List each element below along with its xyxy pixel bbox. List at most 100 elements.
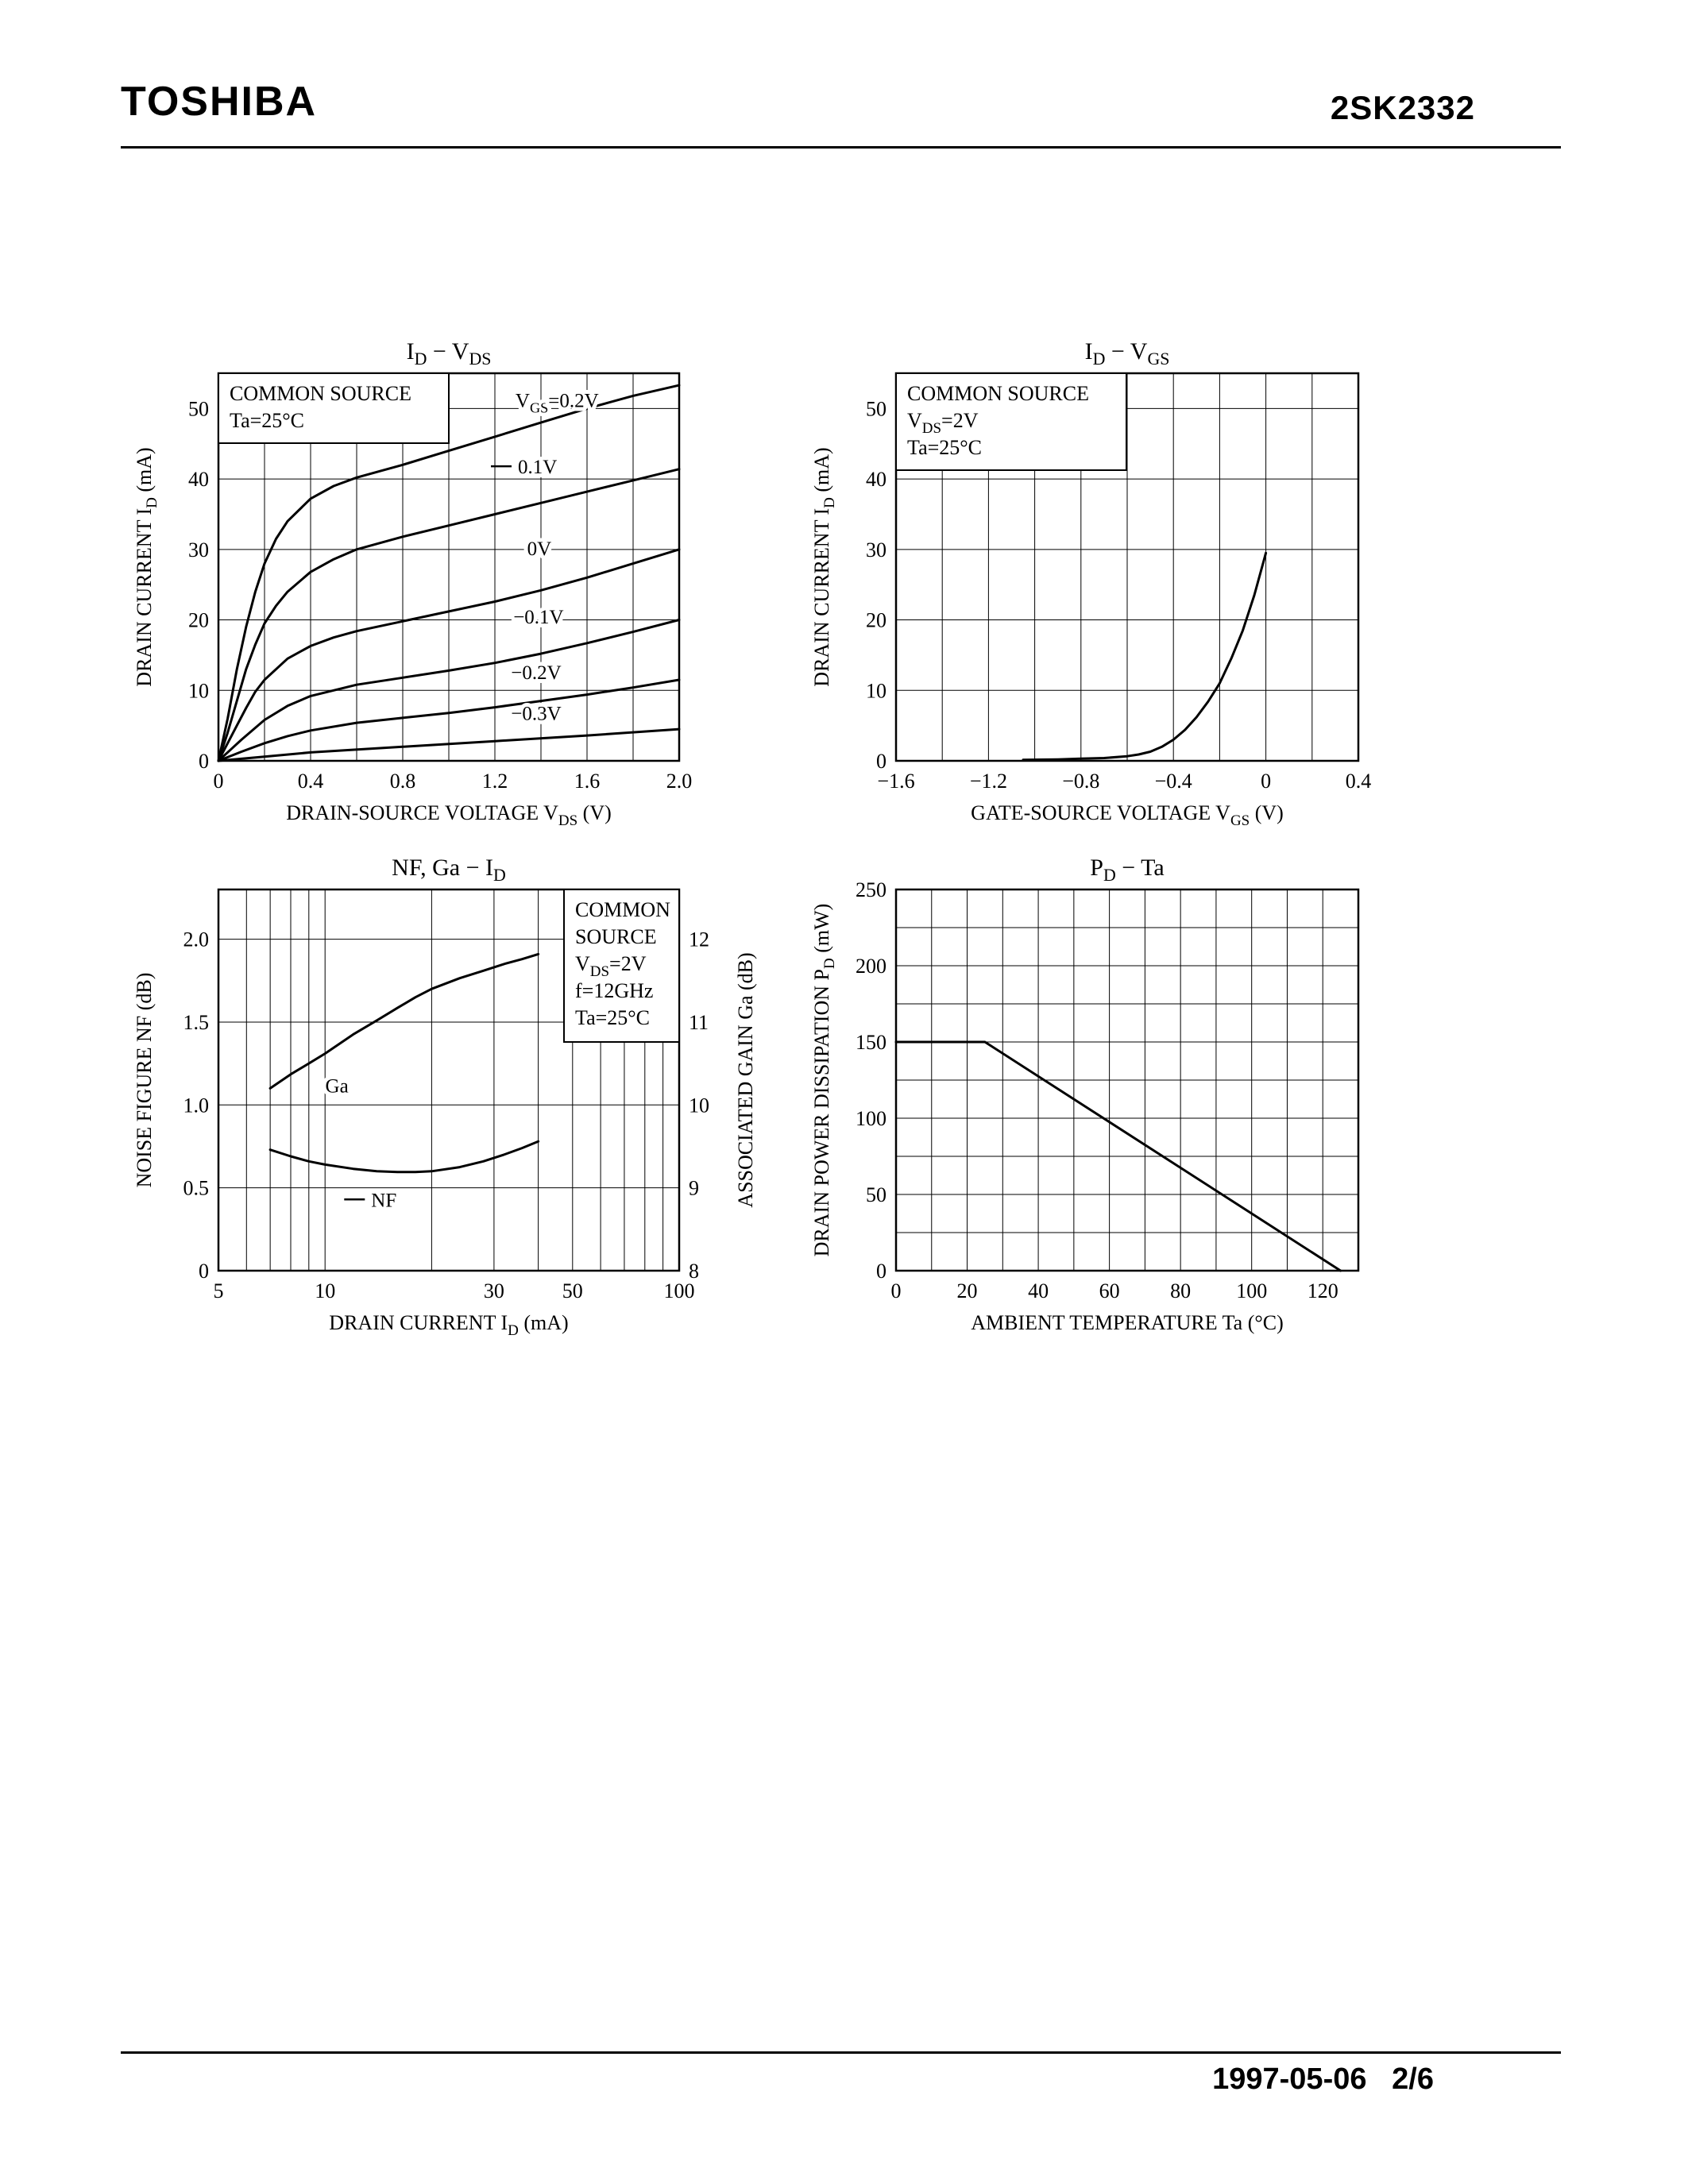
y-axis-title: DRAIN CURRENT ID (mA) (810, 447, 838, 686)
y-tick-label: 0 (199, 1260, 209, 1283)
y-tick-label: 30 (188, 538, 209, 561)
x-tick-label: 50 (562, 1279, 583, 1302)
conditions-line: VDS=2V (907, 409, 979, 437)
y2-tick-label: 11 (689, 1011, 709, 1034)
conditions-box: COMMON SOURCE VDS=2Vf=12GHz Ta=25°C (563, 889, 680, 1043)
series-vgs-0.1v (217, 619, 681, 762)
y-tick-label: 50 (188, 397, 209, 420)
tick-labels: 0 20 40 60 80 100 120 0 50 100 150 200 250 (856, 878, 1338, 1302)
x-tick-label: −1.6 (877, 770, 914, 793)
x-tick-label: 0 (891, 1279, 902, 1302)
y2-tick-label: 12 (689, 928, 709, 951)
tick-labels: 0 0.4 0.8 1.2 1.6 2.0 0 10 20 30 40 50 (188, 397, 692, 793)
x-axis-title: DRAIN-SOURCE VOLTAGE VDS (V) (286, 801, 612, 829)
y2-tick-label: 9 (689, 1177, 699, 1200)
x-axis-title: DRAIN CURRENT ID (mA) (329, 1311, 568, 1339)
chart-id-vgs: −1.6 −1.2 −0.8 −0.4 0 0.4 0 10 20 30 40 50 ID − VGS G… (810, 338, 1371, 829)
x-tick-label: 0.8 (390, 770, 416, 793)
y-tick-label: 50 (866, 397, 886, 420)
y-tick-label: 50 (866, 1183, 886, 1206)
series-vgs-0.2v (217, 678, 681, 762)
y-tick-label: 200 (856, 955, 886, 978)
tick-labels: −1.6 −1.2 −0.8 −0.4 0 0.4 0 10 20 30 40 50 (866, 397, 1371, 793)
curve-label: VGS=0.2V (516, 391, 599, 416)
x-tick-label: 0.4 (1346, 770, 1372, 793)
conditions-line: Ta=25°C (575, 1006, 650, 1029)
curve-label: −0.2V (511, 662, 561, 684)
series-vgs-0v (217, 548, 681, 762)
y-tick-label: 0 (199, 750, 209, 773)
x-tick-label: 80 (1170, 1279, 1191, 1302)
y-tick-label: 2.0 (183, 928, 210, 951)
y-tick-label: 10 (866, 679, 886, 702)
y-tick-label: 20 (188, 609, 209, 632)
x-tick-label: 30 (484, 1279, 504, 1302)
series-nf (268, 1140, 540, 1174)
chart-title: NF, Ga − ID (392, 855, 506, 885)
curve-label: 0V (527, 538, 552, 560)
x-tick-label: 1.6 (574, 770, 601, 793)
y-tick-label: 150 (856, 1031, 886, 1054)
footer-rule (121, 2051, 1561, 2054)
x-tick-label: 40 (1028, 1279, 1049, 1302)
chart-title: PD − Ta (1090, 855, 1164, 885)
header-rule (121, 146, 1561, 149)
x-tick-label: −1.2 (970, 770, 1007, 793)
x-axis-title: AMBIENT TEMPERATURE Ta (°C) (971, 1311, 1284, 1334)
grid (896, 373, 1358, 761)
y-axis-title: DRAIN POWER DISSIPATION PD (mW) (810, 904, 838, 1257)
y2-tick-label: 10 (689, 1094, 709, 1117)
y-axis-title: DRAIN CURRENT ID (mA) (133, 447, 160, 686)
y-tick-label: 1.0 (183, 1094, 210, 1117)
y-tick-label: 0.5 (183, 1177, 210, 1200)
curve-label: −0.3V (511, 704, 561, 725)
y-tick-label: 0 (876, 1260, 886, 1283)
series-id (1022, 551, 1268, 762)
x-tick-label: 0 (1261, 770, 1271, 793)
conditions-box: COMMON SOURCE Ta=25°C (218, 372, 450, 444)
y-axis-title: NOISE FIGURE NF (dB) (133, 973, 156, 1188)
curve-label: NF (371, 1190, 396, 1211)
x-tick-label: 20 (957, 1279, 978, 1302)
conditions-line: Ta=25°C (907, 436, 982, 459)
chart-id-vds: 0 0.4 0.8 1.2 1.6 2.0 0 10 20 30 40 50 ID − VDS DRAIN… (133, 338, 692, 829)
chart-title: ID − VDS (407, 338, 492, 369)
series-vgs-0.3v (217, 727, 681, 762)
curve-label: Ga (326, 1075, 349, 1097)
y-tick-label: 100 (856, 1107, 886, 1130)
x-tick-label: 120 (1308, 1279, 1338, 1302)
y-tick-label: 250 (856, 878, 886, 901)
y2-axis-title: ASSOCIATED GAIN Ga (dB) (734, 952, 757, 1207)
y-tick-label: 20 (866, 609, 886, 632)
x-tick-label: 0.4 (298, 770, 324, 793)
x-tick-label: −0.4 (1155, 770, 1192, 793)
conditions-line: Ta=25°C (230, 409, 304, 432)
x-tick-label: 5 (214, 1279, 224, 1302)
curve-label: −0.1V (513, 607, 563, 628)
grid (218, 373, 679, 761)
x-tick-label: 60 (1099, 1279, 1120, 1302)
chart-title: ID − VGS (1085, 338, 1170, 369)
tick-labels: 5 10 30 50 100 0 0.5 1.0 1.5 2.0 8 9 10 11 12 (183, 928, 710, 1302)
x-tick-label: 1.2 (482, 770, 508, 793)
y-tick-label: 0 (876, 750, 886, 773)
y-tick-label: 40 (188, 468, 209, 491)
x-tick-label: 100 (1236, 1279, 1267, 1302)
series-ga (268, 952, 540, 1090)
conditions-line: COMMON (575, 898, 670, 921)
conditions-line: SOURCE (575, 925, 657, 948)
conditions-line: COMMON SOURCE (230, 382, 411, 405)
conditions-line: f=12GHz (575, 979, 653, 1002)
plot-border (217, 888, 681, 1272)
conditions-line: VDS=2V (575, 952, 647, 980)
x-tick-label: 100 (664, 1279, 695, 1302)
chart-nf-ga-id: 5 10 30 50 100 0 0.5 1.0 1.5 2.0 8 9 10 11 12 NF, Ga − … (133, 855, 757, 1339)
plot-border (894, 888, 1360, 1272)
curve-label: 0.1V (518, 457, 557, 478)
y-tick-label: 10 (188, 679, 209, 702)
conditions-line: COMMON SOURCE (907, 382, 1089, 405)
y-tick-label: 40 (866, 468, 886, 491)
